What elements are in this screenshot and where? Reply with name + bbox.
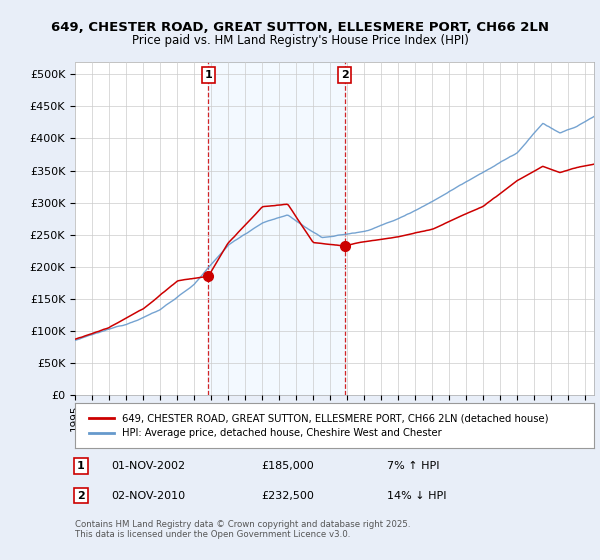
Text: 1: 1 xyxy=(205,70,212,80)
Text: 02-NOV-2010: 02-NOV-2010 xyxy=(111,491,185,501)
Legend: 649, CHESTER ROAD, GREAT SUTTON, ELLESMERE PORT, CH66 2LN (detached house), HPI:: 649, CHESTER ROAD, GREAT SUTTON, ELLESME… xyxy=(85,409,553,442)
Text: £232,500: £232,500 xyxy=(261,491,314,501)
Text: 1: 1 xyxy=(77,461,85,471)
Text: 2: 2 xyxy=(341,70,349,80)
Text: Contains HM Land Registry data © Crown copyright and database right 2025.
This d: Contains HM Land Registry data © Crown c… xyxy=(75,520,410,539)
Text: 649, CHESTER ROAD, GREAT SUTTON, ELLESMERE PORT, CH66 2LN: 649, CHESTER ROAD, GREAT SUTTON, ELLESME… xyxy=(51,21,549,34)
Bar xyxy=(208,62,344,395)
Text: Price paid vs. HM Land Registry's House Price Index (HPI): Price paid vs. HM Land Registry's House … xyxy=(131,34,469,46)
Text: 01-NOV-2002: 01-NOV-2002 xyxy=(111,461,185,471)
Text: £185,000: £185,000 xyxy=(261,461,314,471)
Text: 7% ↑ HPI: 7% ↑ HPI xyxy=(387,461,439,471)
Text: 14% ↓ HPI: 14% ↓ HPI xyxy=(387,491,446,501)
Text: 2: 2 xyxy=(77,491,85,501)
